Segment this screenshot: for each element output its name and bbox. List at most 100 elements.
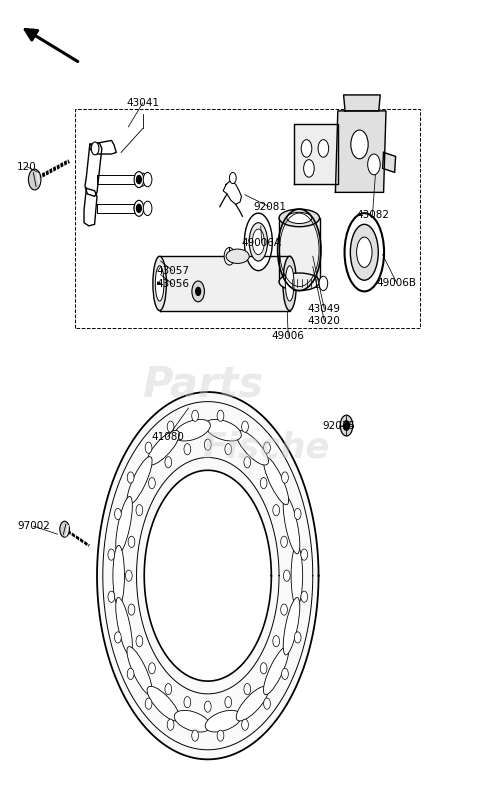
Circle shape — [143, 172, 152, 186]
Circle shape — [192, 281, 204, 302]
Circle shape — [184, 443, 191, 454]
Ellipse shape — [127, 457, 152, 505]
Circle shape — [184, 697, 191, 708]
Ellipse shape — [147, 686, 179, 721]
Circle shape — [91, 142, 99, 155]
Ellipse shape — [350, 224, 378, 280]
Circle shape — [217, 410, 224, 422]
Ellipse shape — [244, 213, 272, 270]
Circle shape — [242, 719, 248, 730]
Polygon shape — [85, 143, 102, 196]
Circle shape — [260, 478, 267, 489]
Circle shape — [318, 140, 328, 158]
Ellipse shape — [263, 646, 289, 694]
Circle shape — [145, 698, 152, 710]
Polygon shape — [84, 188, 97, 226]
Circle shape — [273, 635, 280, 646]
Circle shape — [126, 570, 132, 582]
Polygon shape — [159, 256, 290, 310]
Ellipse shape — [153, 256, 166, 310]
Text: 49006: 49006 — [272, 331, 305, 341]
Text: 120: 120 — [17, 162, 37, 172]
Circle shape — [108, 591, 114, 602]
Text: 92081: 92081 — [253, 202, 286, 212]
Circle shape — [264, 442, 270, 454]
Ellipse shape — [205, 710, 242, 732]
Ellipse shape — [279, 273, 320, 290]
Circle shape — [282, 668, 288, 679]
Ellipse shape — [356, 237, 372, 267]
Circle shape — [229, 172, 236, 183]
Ellipse shape — [249, 222, 268, 261]
Text: 49006B: 49006B — [377, 278, 416, 288]
Circle shape — [136, 505, 143, 516]
Circle shape — [225, 697, 232, 708]
Text: 41080: 41080 — [151, 432, 184, 442]
Ellipse shape — [236, 430, 269, 465]
Circle shape — [128, 536, 135, 547]
Circle shape — [128, 604, 135, 615]
Circle shape — [134, 171, 144, 187]
Ellipse shape — [283, 256, 297, 310]
Circle shape — [127, 472, 134, 483]
Ellipse shape — [156, 266, 164, 301]
Circle shape — [244, 457, 251, 468]
Circle shape — [244, 683, 251, 694]
Ellipse shape — [116, 497, 132, 554]
Circle shape — [225, 443, 232, 454]
Circle shape — [137, 175, 142, 183]
Circle shape — [273, 505, 280, 516]
Polygon shape — [343, 95, 380, 111]
Circle shape — [134, 200, 144, 216]
Ellipse shape — [279, 209, 320, 226]
Polygon shape — [279, 218, 320, 282]
Ellipse shape — [226, 249, 249, 263]
Ellipse shape — [344, 213, 384, 291]
Text: 49006A: 49006A — [242, 238, 282, 248]
Text: 43082: 43082 — [356, 210, 389, 220]
Polygon shape — [97, 174, 143, 184]
Text: 43057: 43057 — [156, 266, 189, 276]
Text: 92015: 92015 — [323, 422, 356, 431]
Circle shape — [167, 719, 174, 730]
Text: 43056: 43056 — [156, 279, 189, 290]
Circle shape — [294, 632, 301, 643]
Circle shape — [165, 683, 171, 694]
Text: 97002: 97002 — [17, 521, 50, 531]
Circle shape — [114, 508, 121, 519]
Ellipse shape — [287, 212, 312, 223]
Circle shape — [143, 201, 152, 215]
Ellipse shape — [283, 598, 300, 655]
Circle shape — [145, 442, 152, 454]
Polygon shape — [287, 279, 324, 287]
Ellipse shape — [263, 457, 289, 505]
Text: ►: ► — [157, 281, 162, 286]
Circle shape — [217, 730, 224, 742]
Polygon shape — [97, 392, 319, 759]
Circle shape — [192, 730, 199, 742]
Text: 43049: 43049 — [308, 304, 341, 314]
Text: 43041: 43041 — [126, 98, 159, 108]
Ellipse shape — [113, 546, 125, 606]
Circle shape — [196, 287, 200, 295]
Circle shape — [284, 570, 290, 582]
Circle shape — [351, 130, 368, 159]
Text: Parts: Parts — [142, 363, 264, 405]
Circle shape — [139, 173, 147, 186]
Ellipse shape — [147, 430, 179, 465]
Text: Fische: Fische — [202, 431, 329, 465]
Circle shape — [281, 604, 287, 615]
Circle shape — [368, 154, 380, 174]
Ellipse shape — [283, 497, 300, 554]
Polygon shape — [295, 125, 338, 184]
Circle shape — [28, 169, 41, 190]
Circle shape — [136, 635, 143, 646]
Ellipse shape — [116, 598, 132, 655]
Polygon shape — [223, 180, 242, 204]
Circle shape — [340, 415, 353, 436]
Text: 43020: 43020 — [308, 316, 341, 326]
Circle shape — [260, 662, 267, 674]
Circle shape — [114, 632, 121, 643]
Circle shape — [304, 160, 314, 177]
Circle shape — [204, 701, 211, 712]
